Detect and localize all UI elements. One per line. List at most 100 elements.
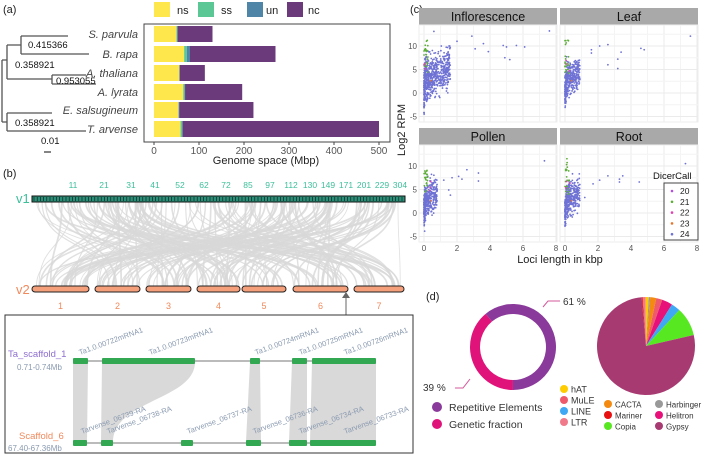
- point-dicer-24: [565, 206, 568, 208]
- point-dicer-24: [429, 65, 432, 68]
- legend-dot-23: [670, 222, 674, 225]
- point-dicer-24: [423, 219, 425, 222]
- legend-label-mule: MuLE: [571, 396, 595, 406]
- point-dicer-24: [564, 105, 567, 107]
- point-dicer-22: [429, 180, 432, 183]
- point-dicer-21: [567, 72, 570, 75]
- synteny-link: [112, 201, 180, 287]
- point-dicer-24: [423, 223, 426, 226]
- x-tick-label: 2: [455, 244, 460, 253]
- species-label: A. lyrata: [97, 87, 138, 99]
- point-dicer-24: [575, 188, 578, 190]
- pie-slice-ltr: [642, 297, 646, 346]
- y-tick-label: -5: [410, 233, 418, 242]
- point-dicer-24: [578, 71, 581, 74]
- point-dicer-24: [564, 98, 566, 101]
- point-dicer-24: [441, 78, 444, 81]
- point-dicer-24: [430, 91, 432, 94]
- bottom-scaffold-range: 67.40-67.36Mb: [8, 444, 62, 453]
- point-dicer-24: [431, 59, 434, 61]
- bar-segment-un: [176, 26, 178, 42]
- point-dicer-24: [578, 177, 581, 180]
- v1-scaffold-number: 149: [321, 180, 335, 190]
- facet-title: Inflorescence: [451, 10, 525, 24]
- legend-label-22: 22: [680, 208, 690, 218]
- point-dicer-24: [442, 70, 445, 73]
- point-dicer-24: [431, 62, 434, 65]
- point-dicer-24: [573, 78, 576, 81]
- point-dicer-21: [566, 157, 568, 160]
- point-dicer-24: [569, 187, 572, 189]
- legend-label-ns: ns: [177, 5, 189, 17]
- synteny-link: [335, 201, 380, 287]
- point-dicer-24: [444, 72, 447, 75]
- bottom-gene-block: [181, 440, 193, 446]
- bottom-gene-block: [310, 440, 376, 446]
- point-dicer-24: [445, 52, 448, 55]
- panel-b: (b) v1 11 21 31 41 52 62 72 85 97 112 130 149 171 201…: [3, 168, 414, 454]
- point-dicer-24: [438, 79, 441, 81]
- point-dicer-24: [574, 205, 577, 208]
- point-dicer-24: [564, 76, 566, 79]
- pie-slice-line: [646, 304, 680, 346]
- point-dicer-24: [426, 207, 429, 210]
- point-dicer-24: [576, 205, 579, 207]
- synteny-link: [86, 201, 119, 287]
- point-dicer-24: [437, 82, 440, 85]
- point-dicer-24: [441, 68, 444, 71]
- point-dicer-24: [430, 173, 433, 176]
- point-dicer-24: [435, 92, 438, 95]
- point-dicer-24: [432, 186, 434, 188]
- v2-chromosome-label: 4: [216, 301, 221, 311]
- top-gene-block: [312, 358, 376, 364]
- x-tick-label: 0: [422, 244, 427, 253]
- v1-scaffold-number: 171: [339, 180, 353, 190]
- bar-x-axis-title: Genome space (Mbp): [213, 155, 319, 167]
- point-dicer-24: [447, 189, 450, 191]
- point-dicer-24: [448, 61, 450, 64]
- point-dicer-24: [566, 92, 569, 95]
- point-dicer-24: [448, 66, 451, 68]
- point-dicer-24: [435, 70, 437, 73]
- point-dicer-24: [440, 76, 442, 79]
- point-dicer-24: [429, 88, 432, 91]
- x-tick-label: 500: [371, 146, 388, 157]
- point-dicer-24: [564, 221, 567, 224]
- point-dicer-24: [441, 87, 444, 89]
- point-dicer-24: [428, 97, 431, 100]
- v1-scaffold-number: 130: [303, 180, 317, 190]
- point-dicer-24: [573, 199, 576, 202]
- point-dicer-24: [569, 73, 572, 76]
- facet-title: Root: [616, 130, 643, 144]
- point-dicer-24: [428, 209, 430, 212]
- point-dicer-21: [564, 39, 566, 42]
- point-dicer-21: [567, 190, 570, 193]
- point-dicer-24: [568, 203, 571, 206]
- point-dicer-24: [434, 198, 436, 200]
- point-dicer-24: [573, 65, 576, 68]
- point-dicer-21: [567, 55, 570, 58]
- point-dicer-24: [576, 192, 579, 194]
- point-dicer-24: [423, 69, 426, 72]
- point-dicer-24: [571, 203, 574, 206]
- point-dicer-24: [426, 72, 429, 75]
- point-dicer-24: [444, 82, 447, 84]
- point-dicer-24: [423, 86, 426, 89]
- point-dicer-24: [428, 79, 430, 81]
- point-dicer-21: [423, 184, 426, 187]
- point-dicer-24: [564, 201, 567, 204]
- point-dicer-24: [618, 178, 621, 181]
- point-dicer-24: [434, 51, 437, 54]
- point-dicer-24: [575, 63, 578, 66]
- synteny-link: [186, 201, 329, 287]
- point-dicer-24: [426, 200, 429, 202]
- point-dicer-21: [426, 169, 428, 172]
- point-dicer-24: [575, 73, 578, 75]
- point-dicer-24: [429, 95, 432, 97]
- point-dicer-24: [428, 51, 430, 53]
- point-dicer-24: [564, 225, 566, 227]
- point-dicer-21: [423, 170, 426, 172]
- v1-scaffold-number: 201: [357, 180, 371, 190]
- legend-dot-hat: [560, 385, 568, 393]
- point-dicer-24: [573, 60, 576, 63]
